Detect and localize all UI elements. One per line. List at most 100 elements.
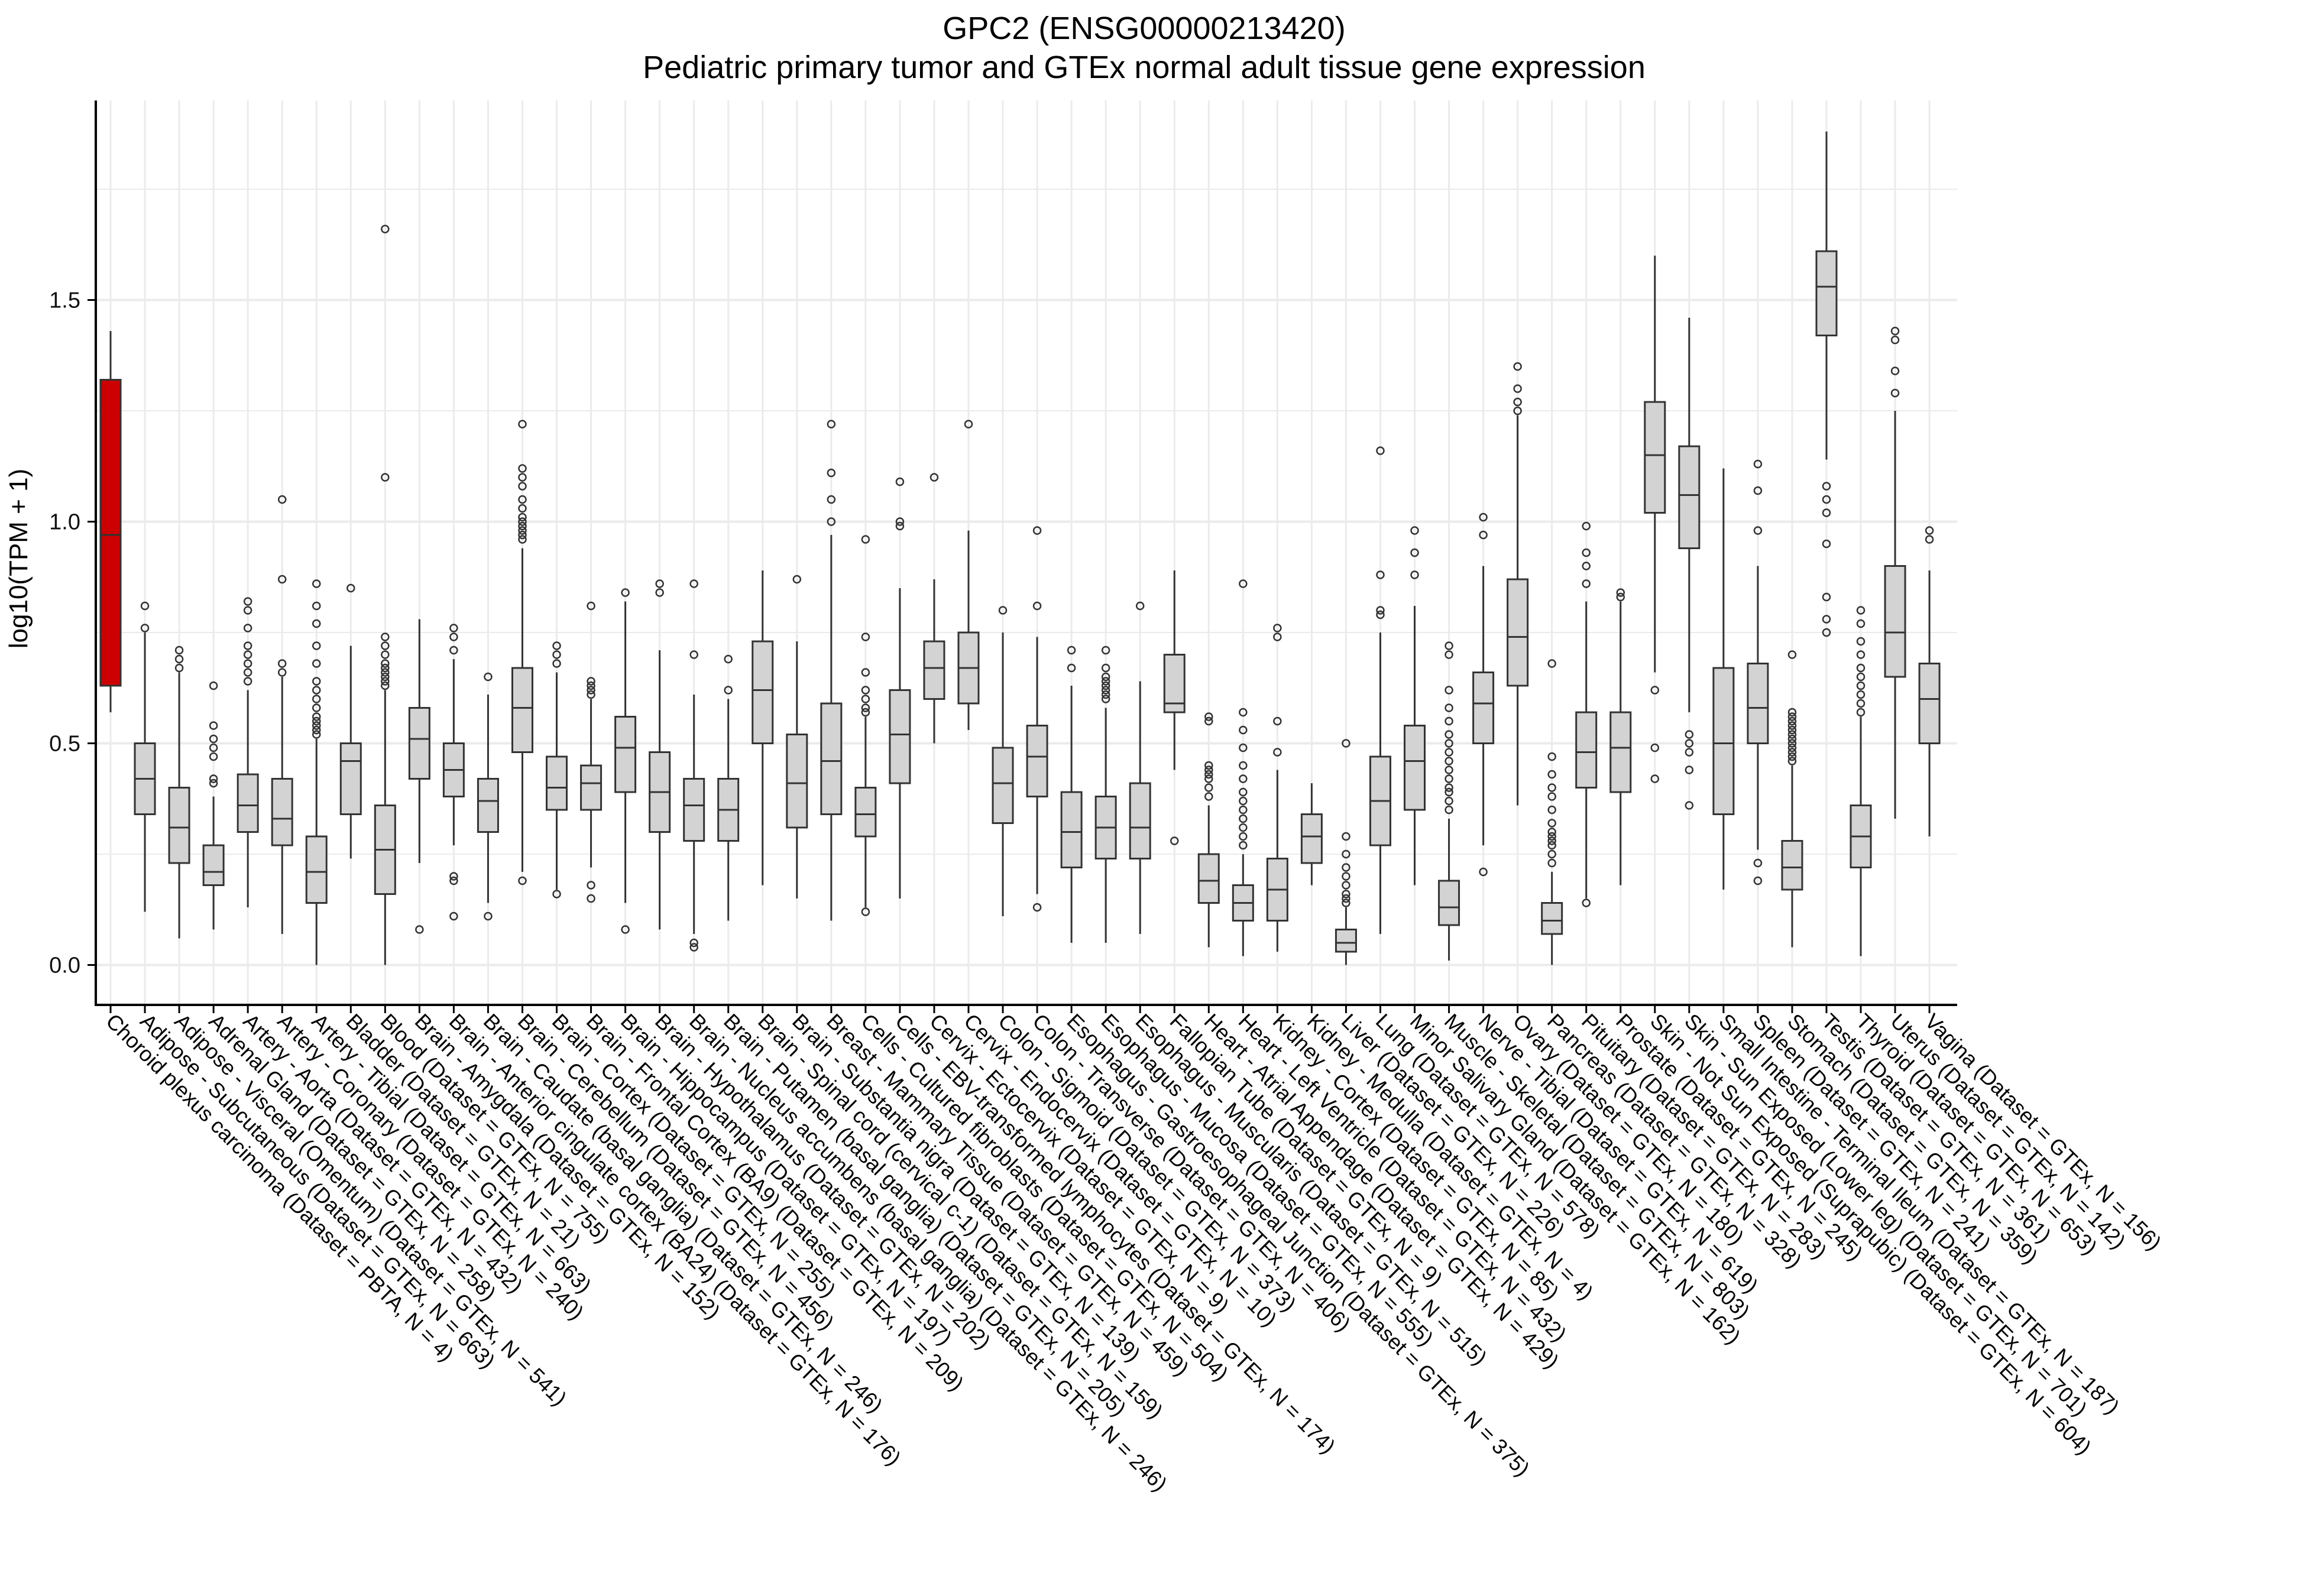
outlier-point bbox=[689, 650, 698, 659]
outlier-point bbox=[518, 473, 527, 482]
outlier-point bbox=[1753, 876, 1763, 885]
outlier-point bbox=[1856, 663, 1865, 673]
box-32 bbox=[1163, 570, 1186, 845]
outlier-point bbox=[1787, 743, 1797, 752]
outlier-point bbox=[1650, 743, 1660, 752]
y-axis-label: log10(TPM + 1) bbox=[4, 469, 33, 648]
outlier-point bbox=[312, 721, 321, 730]
box-15 bbox=[580, 601, 603, 903]
outlier-point bbox=[381, 641, 390, 650]
box-8 bbox=[339, 583, 362, 859]
box-53 bbox=[1884, 326, 1906, 819]
outlier-point bbox=[1101, 645, 1110, 655]
outlier-point bbox=[1547, 832, 1556, 841]
y-tick-label: 1.0 bbox=[49, 510, 80, 535]
outlier-point bbox=[381, 650, 390, 659]
outlier-point bbox=[1273, 748, 1282, 757]
box-7 bbox=[305, 579, 328, 965]
outlier-point bbox=[243, 597, 252, 606]
outlier-point bbox=[518, 512, 527, 522]
box-35 bbox=[1266, 624, 1288, 952]
box-40 bbox=[1438, 641, 1460, 961]
outlier-point bbox=[861, 632, 870, 641]
outlier-point bbox=[312, 579, 321, 588]
iqr-box bbox=[683, 778, 705, 842]
outlier-point bbox=[518, 521, 527, 531]
outlier-point bbox=[1204, 712, 1213, 721]
outlier-point bbox=[1067, 645, 1076, 655]
iqr-box bbox=[992, 747, 1014, 824]
iqr-box bbox=[271, 778, 293, 846]
outlier-point bbox=[1342, 739, 1350, 748]
outlier-point bbox=[415, 925, 424, 934]
outlier-point bbox=[1445, 796, 1453, 806]
box-36 bbox=[1300, 783, 1323, 885]
outlier-point bbox=[964, 420, 973, 429]
outlier-point bbox=[1650, 686, 1660, 695]
box-54 bbox=[1918, 526, 1941, 836]
outlier-point bbox=[174, 645, 184, 655]
iqr-box bbox=[854, 787, 877, 838]
outlier-point bbox=[1101, 695, 1110, 703]
outlier-point bbox=[1547, 819, 1556, 828]
outlier-point bbox=[1204, 792, 1213, 801]
outlier-point bbox=[1856, 606, 1865, 615]
outlier-point bbox=[1101, 681, 1110, 690]
outlier-point bbox=[1204, 774, 1213, 783]
outlier-point bbox=[895, 521, 905, 531]
outlier-point bbox=[1582, 898, 1591, 907]
outlier-point bbox=[174, 663, 184, 673]
iqr-box bbox=[1300, 813, 1323, 864]
outlier-point bbox=[381, 663, 390, 673]
box-4 bbox=[202, 681, 225, 930]
box-25 bbox=[923, 473, 945, 744]
outlier-point bbox=[1204, 765, 1213, 774]
chart-subtitle: Pediatric primary tumor and GTEx normal … bbox=[643, 50, 1646, 85]
box-11 bbox=[442, 624, 465, 921]
outlier-point bbox=[1239, 796, 1248, 806]
outlier-point bbox=[1445, 641, 1453, 650]
box-22 bbox=[820, 420, 843, 921]
outlier-point bbox=[1445, 739, 1453, 748]
outlier-point bbox=[1445, 783, 1453, 792]
box-41 bbox=[1472, 512, 1495, 877]
outlier-point bbox=[587, 681, 595, 690]
axis-layer bbox=[95, 100, 1957, 1006]
outlier-point bbox=[449, 911, 458, 921]
outlier-point bbox=[587, 686, 595, 695]
box-16 bbox=[614, 588, 637, 934]
outlier-point bbox=[792, 575, 802, 584]
outlier-point bbox=[243, 641, 252, 650]
box-28 bbox=[1026, 526, 1048, 912]
outlier-point bbox=[1445, 748, 1453, 757]
box-layer bbox=[99, 131, 1941, 965]
iqr-box bbox=[1197, 853, 1220, 904]
outlier-point bbox=[587, 677, 595, 686]
outlier-point bbox=[1890, 326, 1900, 336]
outlier-point bbox=[1925, 526, 1934, 535]
outlier-point bbox=[1513, 397, 1522, 407]
outlier-point bbox=[381, 225, 390, 233]
outlier-point bbox=[209, 778, 218, 788]
outlier-point bbox=[381, 668, 390, 677]
outlier-point bbox=[1445, 787, 1453, 797]
outlier-point bbox=[381, 632, 390, 641]
outlier-point bbox=[1547, 783, 1556, 792]
outlier-point bbox=[621, 925, 630, 934]
outlier-point bbox=[827, 495, 836, 504]
y-tick-label: 0.5 bbox=[49, 732, 80, 757]
outlier-point bbox=[1650, 774, 1660, 783]
box-12 bbox=[477, 672, 499, 921]
outlier-point bbox=[209, 721, 218, 730]
outlier-point bbox=[1685, 730, 1694, 739]
box-17 bbox=[649, 579, 671, 930]
outlier-point bbox=[1239, 725, 1248, 735]
outlier-point bbox=[1856, 690, 1865, 699]
outlier-point bbox=[1822, 508, 1831, 517]
iqr-box bbox=[408, 707, 430, 780]
outlier-point bbox=[1273, 632, 1282, 641]
outlier-point bbox=[1239, 823, 1248, 832]
iqr-box bbox=[752, 640, 774, 744]
iqr-box bbox=[614, 716, 637, 793]
box-50 bbox=[1781, 650, 1803, 948]
